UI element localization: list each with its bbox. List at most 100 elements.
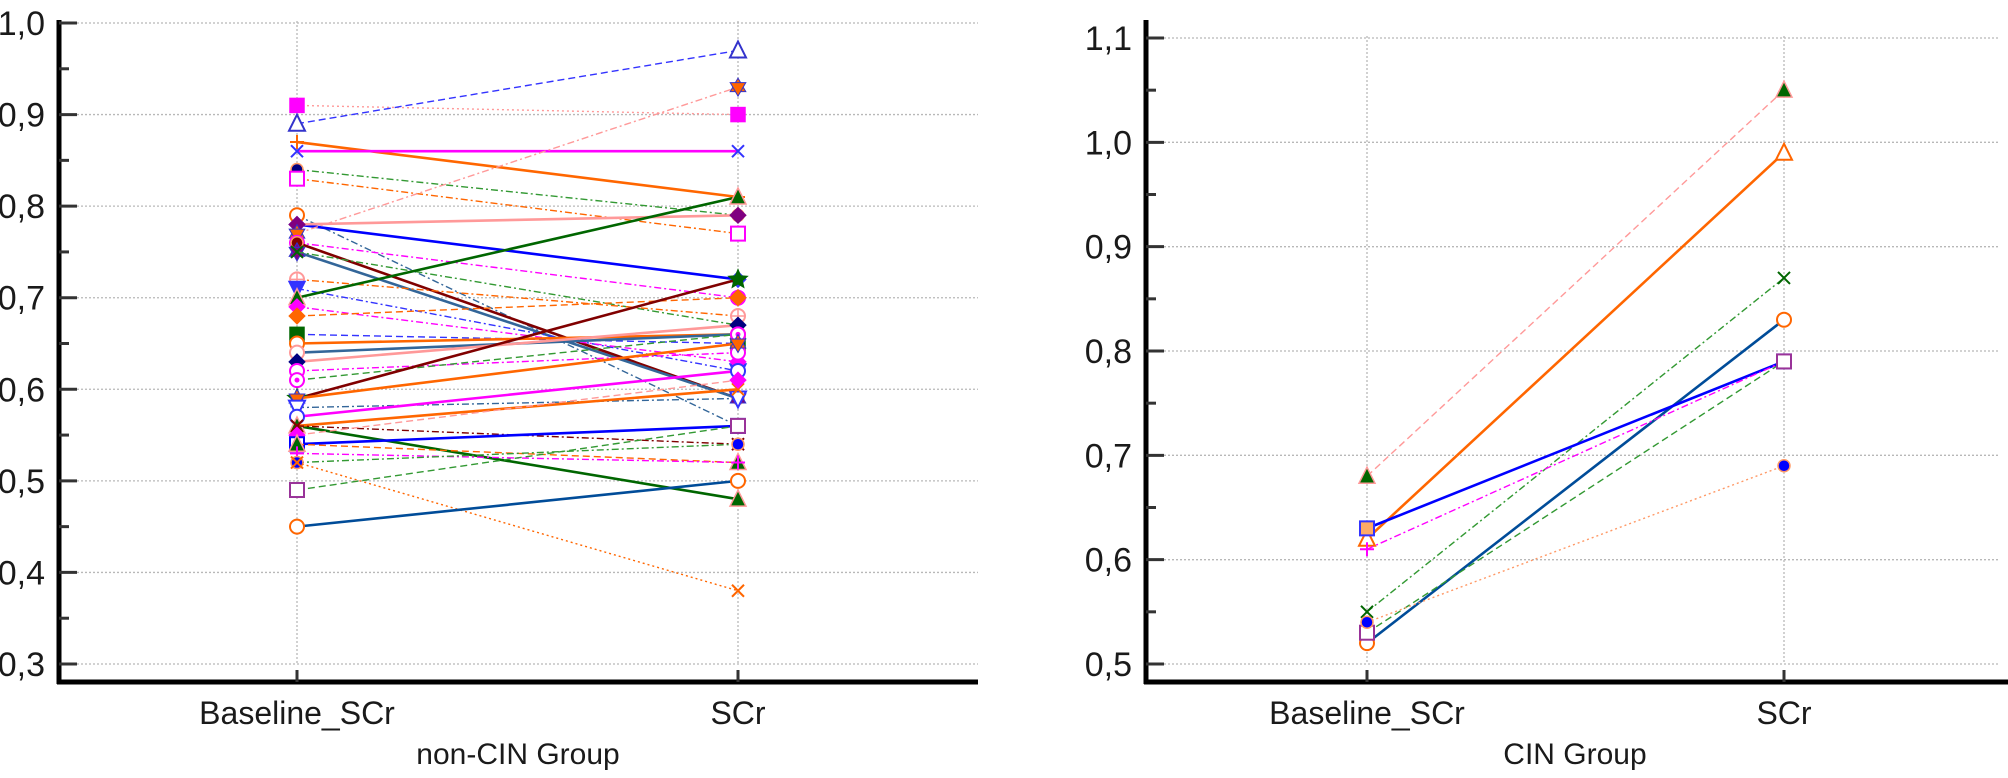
- series-line: [1366, 360, 1785, 550]
- data-point-baseline: [290, 455, 304, 470]
- series-line: [296, 242, 739, 299]
- data-point-scr: [1774, 141, 1794, 161]
- series-4: [1359, 353, 1792, 537]
- data-point-scr: [729, 333, 747, 354]
- series-37: [290, 455, 745, 598]
- data-point-scr: [1777, 271, 1791, 285]
- data-point-scr: [730, 106, 746, 123]
- data-point-scr: [1777, 459, 1791, 473]
- series-line: [296, 278, 739, 317]
- series-6: [1359, 353, 1792, 641]
- series-line: [296, 278, 739, 400]
- series-5: [289, 170, 746, 242]
- data-point-scr: [729, 371, 747, 389]
- series-line: [296, 306, 739, 363]
- series-34: [287, 433, 748, 471]
- series-line: [296, 461, 739, 592]
- data-point-scr: [729, 77, 747, 98]
- series-3: [1359, 311, 1792, 652]
- series-line: [1366, 277, 1785, 613]
- series-7: [1360, 459, 1791, 630]
- data-point-baseline: [1360, 605, 1374, 619]
- series-line: [1366, 89, 1785, 477]
- series-line: [296, 424, 739, 446]
- data-point-scr: [1776, 311, 1792, 328]
- y-tick-label: 0,5: [0, 463, 45, 501]
- data-point-scr: [731, 455, 745, 470]
- data-point-scr: [1776, 353, 1792, 370]
- data-point-scr: [730, 225, 746, 242]
- data-point-scr: [729, 289, 747, 307]
- series-3: [290, 144, 745, 158]
- y-tick-label: 0,4: [0, 554, 45, 592]
- series-13: [290, 245, 745, 332]
- left-x-axis-title: non-CIN Group: [416, 738, 619, 771]
- series-2: [290, 135, 745, 204]
- y-tick-label: 0,9: [1085, 229, 1132, 267]
- series-0: [289, 97, 746, 123]
- series-line: [296, 49, 739, 125]
- series-18: [288, 289, 747, 325]
- cin-chart: 0,5 0,6 0,7 0,8 0,9 1,0 1,1 Baseline_SCr SCr CI…: [1085, 20, 2008, 771]
- series-16: [287, 186, 748, 306]
- series-line: [1366, 360, 1785, 530]
- x-tick-label: SCr: [710, 695, 765, 731]
- series-line: [296, 195, 739, 299]
- data-point-baseline: [1359, 520, 1375, 537]
- series-line: [296, 342, 739, 400]
- series-line: [296, 104, 739, 116]
- data-point-scr: [731, 437, 745, 451]
- y-tick-label: 0,9: [0, 97, 45, 135]
- series-0: [1357, 79, 1794, 484]
- y-tick-label: 0,6: [0, 371, 45, 409]
- series-line: [296, 379, 739, 436]
- left-x-ticks: Baseline_SCr SCr: [199, 670, 766, 731]
- data-point-baseline: [289, 170, 305, 187]
- data-point-scr: [728, 390, 748, 410]
- x-tick-label: SCr: [1756, 695, 1811, 731]
- data-point-baseline: [289, 482, 305, 499]
- data-point-baseline: [1360, 615, 1374, 630]
- data-point-baseline: [287, 112, 307, 132]
- right-grid: [1156, 36, 2000, 665]
- series-26: [288, 333, 747, 409]
- series-line: [1366, 151, 1785, 540]
- series-line: [296, 369, 739, 419]
- series-line: [296, 443, 739, 464]
- data-point-scr: [1774, 79, 1794, 98]
- right-y-ticks: 0,5 0,6 0,7 0,8 0,9 1,0 1,1: [1085, 20, 1164, 684]
- y-tick-label: 0,7: [1085, 437, 1132, 475]
- series-7: [288, 215, 747, 289]
- data-point-baseline: [1360, 542, 1374, 557]
- series-line: [1366, 360, 1785, 634]
- data-point-scr: [728, 39, 748, 59]
- data-point-scr: [729, 206, 747, 225]
- data-point-baseline: [290, 144, 304, 158]
- data-point-scr: [728, 488, 748, 507]
- y-tick-label: 0,6: [1085, 542, 1132, 580]
- series-line: [296, 333, 739, 381]
- y-tick-label: 1,0: [0, 5, 45, 43]
- data-point-scr: [730, 472, 746, 489]
- data-point-baseline: [290, 245, 304, 259]
- data-point-scr: [727, 268, 749, 289]
- series-line: [296, 223, 739, 281]
- series-27: [287, 390, 748, 419]
- data-point-scr: [731, 584, 745, 598]
- y-tick-label: 0,3: [0, 646, 45, 684]
- series-38: [289, 417, 746, 499]
- left-y-ticks: 0,3 0,4 0,5 0,6 0,7 0,8 0,9 1,0: [0, 5, 77, 684]
- series-line: [296, 168, 739, 216]
- data-point-baseline: [290, 135, 304, 150]
- series-line: [296, 425, 739, 491]
- left-series-group: [286, 39, 749, 598]
- data-point-scr: [728, 186, 748, 205]
- y-tick-label: 0,8: [0, 188, 45, 226]
- series-line: [296, 251, 739, 326]
- series-line: [296, 250, 739, 400]
- right-x-axis-title: CIN Group: [1503, 738, 1646, 771]
- data-point-baseline: [288, 307, 306, 325]
- series-1: [1357, 141, 1794, 547]
- series-8: [288, 206, 747, 234]
